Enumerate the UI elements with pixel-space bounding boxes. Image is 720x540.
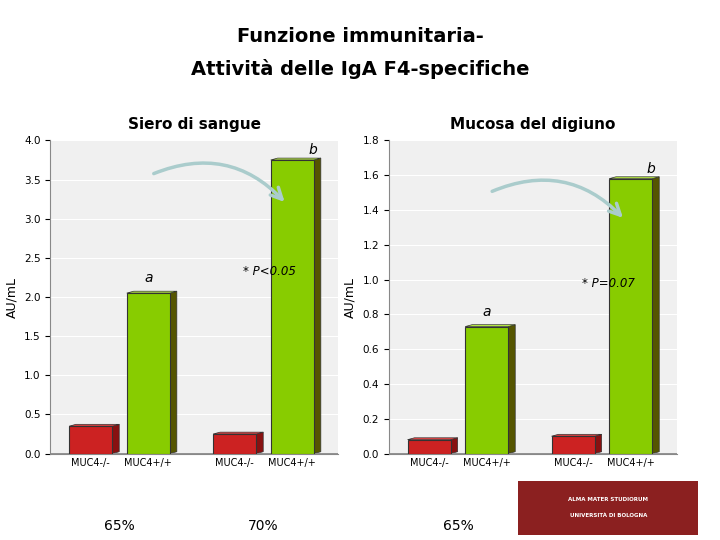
Text: Funzione immunitaria-: Funzione immunitaria- bbox=[237, 27, 483, 46]
Polygon shape bbox=[213, 432, 264, 434]
Text: Attività delle IgA F4-specifiche: Attività delle IgA F4-specifiche bbox=[191, 59, 529, 79]
Title: Siero di sangue: Siero di sangue bbox=[128, 117, 261, 132]
Text: * P<0.05: * P<0.05 bbox=[243, 265, 296, 278]
Text: 65%: 65% bbox=[443, 519, 473, 534]
Title: Mucosa del digiuno: Mucosa del digiuno bbox=[450, 117, 616, 132]
Polygon shape bbox=[127, 291, 177, 293]
Polygon shape bbox=[609, 177, 660, 179]
Text: a: a bbox=[482, 305, 491, 319]
Text: 65%: 65% bbox=[104, 519, 135, 534]
Polygon shape bbox=[408, 438, 458, 440]
Polygon shape bbox=[595, 434, 602, 454]
Polygon shape bbox=[256, 432, 264, 454]
Polygon shape bbox=[271, 158, 321, 160]
Polygon shape bbox=[465, 325, 516, 327]
Y-axis label: AU/mL: AU/mL bbox=[344, 276, 357, 318]
Text: b: b bbox=[308, 143, 317, 157]
Bar bbox=[69, 426, 112, 454]
Bar bbox=[271, 160, 314, 454]
Text: ALMA MATER STUDIORUM: ALMA MATER STUDIORUM bbox=[568, 497, 649, 502]
Text: UNIVERSITÀ DI BOLOGNA: UNIVERSITÀ DI BOLOGNA bbox=[570, 513, 647, 518]
Text: 70%: 70% bbox=[587, 519, 617, 534]
Bar bbox=[127, 293, 170, 454]
Polygon shape bbox=[451, 438, 458, 454]
Polygon shape bbox=[552, 434, 602, 436]
Polygon shape bbox=[170, 291, 177, 454]
Polygon shape bbox=[314, 158, 321, 454]
Text: b: b bbox=[647, 161, 655, 176]
Text: * P=0.07: * P=0.07 bbox=[582, 276, 634, 289]
Bar bbox=[552, 436, 595, 454]
Bar bbox=[213, 434, 256, 454]
Polygon shape bbox=[508, 325, 516, 454]
Text: a: a bbox=[144, 271, 153, 285]
Bar bbox=[465, 327, 508, 454]
Text: 70%: 70% bbox=[248, 519, 279, 534]
Polygon shape bbox=[69, 424, 120, 426]
Bar bbox=[609, 179, 652, 454]
Polygon shape bbox=[652, 177, 660, 454]
Bar bbox=[408, 440, 451, 454]
Polygon shape bbox=[112, 424, 120, 454]
Y-axis label: AU/mL: AU/mL bbox=[6, 276, 19, 318]
